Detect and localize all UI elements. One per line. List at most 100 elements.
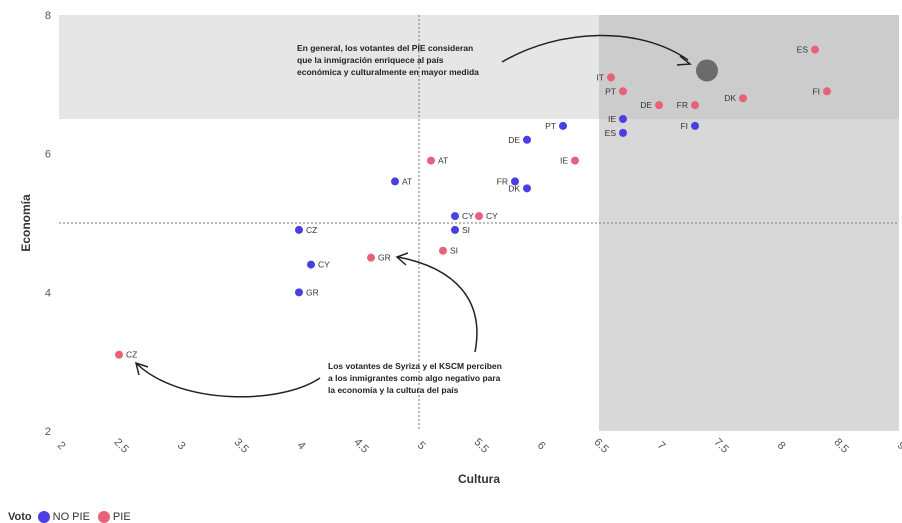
point-label: CY bbox=[486, 211, 498, 221]
point-label: CZ bbox=[126, 350, 137, 360]
x-tick-label: 9 bbox=[895, 439, 902, 452]
point-label: ES bbox=[605, 128, 617, 138]
point-label: SI bbox=[450, 246, 458, 256]
x-axis-title: Cultura bbox=[458, 472, 500, 486]
annotation-text-top-line: que la inmigración enriquece al país bbox=[297, 55, 444, 65]
x-tick-label: 2 bbox=[55, 439, 68, 452]
data-points bbox=[115, 45, 831, 359]
data-point bbox=[451, 225, 459, 234]
annotation-text-top-line: En general, los votantes del PIE conside… bbox=[297, 43, 473, 53]
data-point bbox=[307, 260, 315, 269]
data-point bbox=[571, 156, 579, 165]
data-point bbox=[115, 350, 123, 359]
y-tick-label: 8 bbox=[45, 10, 51, 22]
data-point bbox=[511, 177, 519, 186]
annotation-text-bottom-line: la economía y la cultura del país bbox=[328, 385, 459, 395]
arrowhead-top bbox=[676, 55, 692, 66]
data-point bbox=[295, 225, 303, 234]
arrowhead-low bbox=[134, 361, 149, 376]
data-point bbox=[427, 156, 435, 165]
arrowhead-mid bbox=[395, 252, 409, 266]
point-label: FI bbox=[812, 86, 820, 96]
data-point bbox=[811, 45, 819, 54]
y-axis-title: Economía bbox=[19, 194, 33, 252]
point-label: CY bbox=[462, 211, 474, 221]
x-tick-label: 6 bbox=[535, 439, 548, 452]
data-point bbox=[607, 73, 615, 82]
point-label: IT bbox=[596, 72, 604, 82]
point-label: CY bbox=[318, 260, 330, 270]
point-label: GR bbox=[378, 253, 391, 263]
annotation-arrow-top bbox=[501, 34, 689, 63]
point-label: DK bbox=[724, 93, 736, 103]
y-axis-ticks: 2 4 6 8 bbox=[45, 10, 51, 438]
legend-title: Voto bbox=[8, 510, 32, 523]
shaded-region-2 bbox=[599, 15, 899, 119]
data-point bbox=[691, 101, 699, 110]
x-tick-label: 8.5 bbox=[831, 436, 850, 455]
point-label: FI bbox=[680, 121, 688, 131]
legend-swatch-pie bbox=[97, 510, 110, 523]
x-tick-label: 3.5 bbox=[231, 436, 250, 455]
point-label: AT bbox=[438, 156, 448, 166]
legend-label-pie: PIE bbox=[112, 510, 131, 523]
point-label: FR bbox=[497, 176, 508, 186]
x-tick-label: 6.5 bbox=[591, 436, 610, 455]
data-point bbox=[619, 87, 627, 96]
point-label: ES bbox=[797, 45, 809, 55]
point-label: DE bbox=[640, 100, 652, 110]
annotation-arrow-mid bbox=[397, 256, 478, 353]
x-tick-label: 7.5 bbox=[711, 436, 730, 455]
point-label: AT bbox=[402, 176, 412, 186]
data-point bbox=[523, 184, 531, 193]
point-label: IE bbox=[560, 156, 568, 166]
x-tick-label: 8 bbox=[775, 439, 788, 452]
data-point bbox=[619, 128, 627, 137]
data-point bbox=[439, 246, 447, 255]
x-tick-label: 2.5 bbox=[111, 436, 130, 455]
reference-lines bbox=[59, 15, 899, 431]
data-point bbox=[451, 212, 459, 221]
y-tick-label: 2 bbox=[45, 426, 51, 438]
x-tick-label: 4 bbox=[295, 439, 308, 452]
data-point bbox=[475, 212, 483, 221]
legend: Voto NO PIE PIE bbox=[8, 510, 139, 523]
y-tick-label: 6 bbox=[45, 149, 51, 161]
x-tick-label: 3 bbox=[175, 439, 188, 452]
data-point bbox=[559, 121, 567, 130]
x-tick-label: 4.5 bbox=[351, 436, 370, 455]
y-tick-label: 4 bbox=[45, 287, 51, 299]
data-point bbox=[691, 121, 699, 130]
point-label: IE bbox=[608, 114, 616, 124]
legend-swatch-no-pie bbox=[37, 510, 50, 523]
data-point bbox=[655, 101, 663, 110]
x-tick-label: 7 bbox=[655, 439, 668, 452]
data-point bbox=[391, 177, 399, 186]
point-label: DE bbox=[508, 135, 520, 145]
point-label: SI bbox=[462, 225, 470, 235]
annotation-text-top-line: económica y culturalmente en mayor medid… bbox=[297, 67, 479, 77]
annotation-text-bottom-line: Los votantes de Syriza y el KSCM percibe… bbox=[328, 361, 502, 371]
x-tick-label: 5.5 bbox=[471, 436, 490, 455]
point-label: GR bbox=[306, 287, 319, 297]
annotation-arrows bbox=[134, 34, 692, 398]
point-label: FR bbox=[677, 100, 688, 110]
highlight-point bbox=[696, 59, 718, 82]
x-tick-label: 5 bbox=[415, 439, 428, 452]
point-label: PT bbox=[545, 121, 556, 131]
annotation-arrow-low bbox=[136, 363, 321, 398]
annotations: En general, los votantes del PIE conside… bbox=[297, 43, 502, 395]
data-point bbox=[619, 115, 627, 123]
legend-label-no-pie: NO PIE bbox=[52, 510, 90, 523]
point-label: DK bbox=[508, 183, 520, 193]
data-point bbox=[523, 135, 531, 144]
data-point bbox=[739, 94, 747, 103]
x-axis-ticks: 2 2.5 3 3.5 4 4.5 5 5.5 6 6.5 7 7.5 8 8.5 9 bbox=[55, 436, 902, 455]
point-label: CZ bbox=[306, 225, 317, 235]
data-point bbox=[295, 288, 303, 297]
data-point bbox=[367, 253, 375, 262]
data-point bbox=[823, 87, 831, 96]
annotation-text-bottom-line: a los inmigrantes como algo negativo par… bbox=[328, 373, 501, 383]
